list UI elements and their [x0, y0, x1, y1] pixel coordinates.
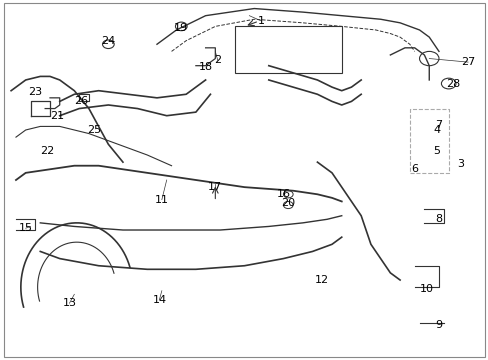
Text: 2: 2: [214, 55, 221, 65]
Bar: [234, 26, 341, 73]
Text: 9: 9: [434, 320, 442, 330]
Text: 8: 8: [434, 214, 442, 224]
Text: 20: 20: [281, 198, 295, 208]
Text: 27: 27: [460, 57, 474, 67]
Text: 23: 23: [28, 87, 42, 98]
Text: 13: 13: [62, 298, 76, 308]
Text: 16: 16: [276, 189, 290, 199]
Text: 21: 21: [50, 111, 64, 121]
Text: 10: 10: [419, 284, 433, 294]
Text: 25: 25: [86, 125, 101, 135]
Text: 1: 1: [258, 16, 264, 26]
Text: 24: 24: [101, 36, 115, 46]
Text: 14: 14: [152, 295, 166, 305]
Text: 6: 6: [410, 164, 417, 174]
Text: 7: 7: [434, 120, 442, 130]
Text: 19: 19: [174, 23, 188, 33]
Text: 5: 5: [432, 147, 439, 157]
Text: 22: 22: [41, 147, 55, 157]
Text: 4: 4: [432, 125, 439, 135]
Text: 17: 17: [208, 182, 222, 192]
Text: 3: 3: [456, 159, 464, 169]
Text: 26: 26: [74, 96, 88, 107]
Text: 18: 18: [198, 63, 212, 72]
Text: 12: 12: [315, 275, 329, 285]
Text: 28: 28: [446, 78, 460, 89]
Text: 15: 15: [19, 223, 33, 233]
Text: 11: 11: [155, 195, 168, 204]
